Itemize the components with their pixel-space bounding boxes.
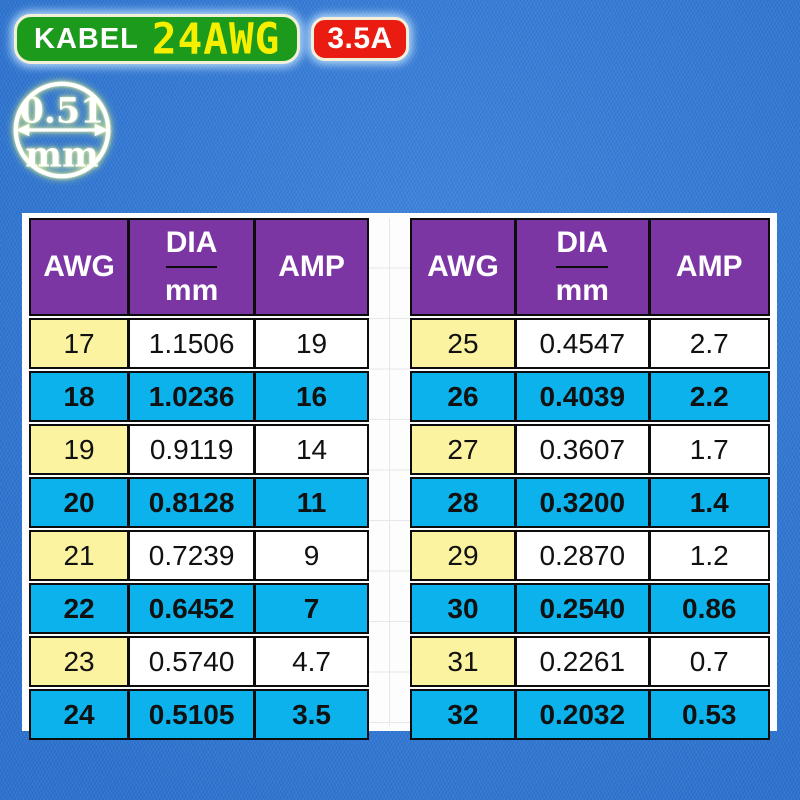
cell-awg: 23 bbox=[31, 638, 131, 685]
cell-amp: 1.2 bbox=[650, 532, 768, 579]
cell-amp: 1.4 bbox=[650, 479, 768, 526]
table-header: AWG DIA mm AMP bbox=[29, 218, 369, 316]
table-row: 18 1.0236 16 bbox=[29, 371, 369, 422]
cell-awg: 27 bbox=[412, 426, 518, 473]
cell-dia: 0.5740 bbox=[130, 638, 257, 685]
cell-amp: 11 bbox=[256, 479, 367, 526]
cell-awg: 22 bbox=[31, 585, 131, 632]
table-row: 21 0.7239 9 bbox=[29, 530, 369, 581]
table-row: 28 0.3200 1.4 bbox=[410, 477, 770, 528]
cell-dia: 0.4039 bbox=[517, 373, 651, 420]
table-row: 23 0.5740 4.7 bbox=[29, 636, 369, 687]
cell-amp: 3.5 bbox=[256, 691, 367, 738]
header-amp: AMP bbox=[675, 250, 743, 283]
cell-dia: 0.8128 bbox=[130, 479, 257, 526]
table-panel: AWG DIA mm AMP 17 1.1506 19 18 1.0236 16… bbox=[22, 213, 777, 740]
cell-dia: 0.4547 bbox=[517, 320, 651, 367]
cell-dia: 0.2032 bbox=[517, 691, 651, 738]
cell-amp: 2.7 bbox=[650, 320, 768, 367]
awg-table-right: AWG DIA mm AMP 25 0.4547 2.7 26 0.4039 2… bbox=[410, 218, 770, 740]
cell-awg: 29 bbox=[412, 532, 518, 579]
cell-amp: 19 bbox=[256, 320, 367, 367]
cell-awg: 17 bbox=[31, 320, 131, 367]
header-mm: mm bbox=[164, 274, 219, 307]
cell-dia: 0.9119 bbox=[130, 426, 257, 473]
cell-amp: 0.7 bbox=[650, 638, 768, 685]
header-awg: AWG bbox=[412, 220, 518, 314]
cell-awg: 21 bbox=[31, 532, 131, 579]
cell-amp: 7 bbox=[256, 585, 367, 632]
table-row: 20 0.8128 11 bbox=[29, 477, 369, 528]
cell-amp: 16 bbox=[256, 373, 367, 420]
table-row: 19 0.9119 14 bbox=[29, 424, 369, 475]
cell-dia: 0.3607 bbox=[517, 426, 651, 473]
diameter-icon: 0.51 mm bbox=[13, 81, 111, 179]
cell-awg: 32 bbox=[412, 691, 518, 738]
header-awg: AWG bbox=[31, 220, 131, 314]
cell-dia: 1.0236 bbox=[130, 373, 257, 420]
cell-amp: 9 bbox=[256, 532, 367, 579]
table-row: 17 1.1506 19 bbox=[29, 318, 369, 369]
cell-awg: 18 bbox=[31, 373, 131, 420]
cell-amp: 0.86 bbox=[650, 585, 768, 632]
cell-awg: 30 bbox=[412, 585, 518, 632]
table-row: 27 0.3607 1.7 bbox=[410, 424, 770, 475]
cell-awg: 25 bbox=[412, 320, 518, 367]
table-row: 24 0.5105 3.5 bbox=[29, 689, 369, 740]
cell-amp: 14 bbox=[256, 426, 367, 473]
header-dia: DIA bbox=[556, 220, 609, 268]
cell-awg: 19 bbox=[31, 426, 131, 473]
header-amp: AMP bbox=[278, 250, 345, 283]
header-dia-group: DIA mm bbox=[517, 220, 651, 314]
title-badges: KABEL 24AWG 3.5A bbox=[14, 14, 409, 64]
table-row: 30 0.2540 0.86 bbox=[410, 583, 770, 634]
gauge-label: 24AWG bbox=[151, 14, 281, 64]
header-mm: mm bbox=[555, 274, 609, 307]
cell-dia: 0.6452 bbox=[130, 585, 257, 632]
cell-awg: 26 bbox=[412, 373, 518, 420]
cell-dia: 0.3200 bbox=[517, 479, 651, 526]
cell-amp: 2.2 bbox=[650, 373, 768, 420]
table-row: 26 0.4039 2.2 bbox=[410, 371, 770, 422]
table-row: 22 0.6452 7 bbox=[29, 583, 369, 634]
cell-dia: 0.2261 bbox=[517, 638, 651, 685]
cell-awg: 24 bbox=[31, 691, 131, 738]
cable-gauge-badge: KABEL 24AWG bbox=[14, 14, 301, 64]
table-row: 31 0.2261 0.7 bbox=[410, 636, 770, 687]
cell-awg: 20 bbox=[31, 479, 131, 526]
cell-awg: 28 bbox=[412, 479, 518, 526]
table-row: 25 0.4547 2.7 bbox=[410, 318, 770, 369]
table-row: 32 0.2032 0.53 bbox=[410, 689, 770, 740]
panel-gap bbox=[369, 218, 410, 726]
kabel-label: KABEL bbox=[34, 22, 139, 55]
diameter-unit: mm bbox=[25, 135, 98, 176]
diameter-value: 0.51 bbox=[20, 90, 104, 131]
cell-dia: 0.2870 bbox=[517, 532, 651, 579]
header-dia: DIA bbox=[165, 220, 218, 268]
ampere-badge: 3.5A bbox=[311, 17, 409, 61]
cell-amp: 1.7 bbox=[650, 426, 768, 473]
table-row: 29 0.2870 1.2 bbox=[410, 530, 770, 581]
cell-dia: 0.2540 bbox=[517, 585, 651, 632]
cell-amp: 0.53 bbox=[650, 691, 768, 738]
cell-awg: 31 bbox=[412, 638, 518, 685]
cell-dia: 0.7239 bbox=[130, 532, 257, 579]
table-header: AWG DIA mm AMP bbox=[410, 218, 770, 316]
ampere-badge-label: 3.5A bbox=[327, 22, 393, 55]
cell-amp: 4.7 bbox=[256, 638, 367, 685]
header-dia-group: DIA mm bbox=[130, 220, 257, 314]
awg-table-left: AWG DIA mm AMP 17 1.1506 19 18 1.0236 16… bbox=[29, 218, 369, 740]
cell-dia: 1.1506 bbox=[130, 320, 257, 367]
cell-dia: 0.5105 bbox=[130, 691, 257, 738]
